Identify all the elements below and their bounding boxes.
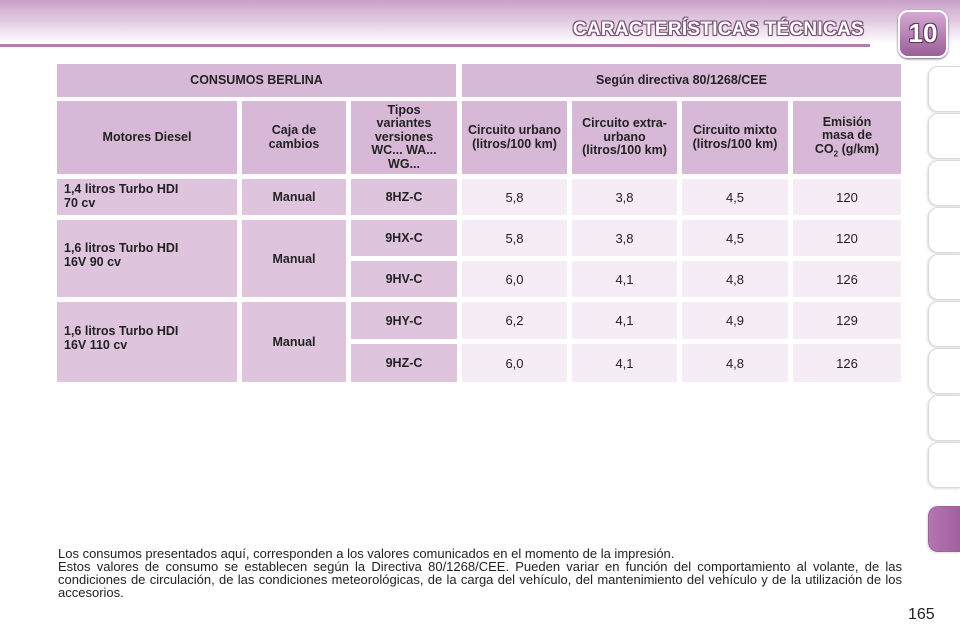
column-header-engine: Motores Diesel [57,101,237,174]
co2-header-line3: CO2 (g/km) [814,141,880,159]
footnote-line-2: Estos valores de consumo se establecen s… [58,559,902,600]
type-cell: 9HX-C [351,220,457,256]
section-tab-2[interactable] [928,113,960,159]
urban-cell: 6,0 [462,344,567,382]
column-header-gearbox: Caja de cambios [242,101,346,174]
extra-urban-cell: 3,8 [572,179,677,215]
section-tab-3[interactable] [928,160,960,206]
section-tab-active[interactable] [928,506,960,552]
mixed-cell: 4,8 [682,344,788,382]
mixed-cell: 4,9 [682,302,788,339]
column-header-type: Tipos variantes versiones WC... WA... WG… [351,101,457,174]
column-header-mixed: Circuito mixto (litros/100 km) [682,101,788,174]
section-tabs [928,66,960,576]
page-title: CARACTERÍSTICAS TÉCNICAS [572,19,864,40]
urban-cell: 6,0 [462,261,567,297]
type-cell: 8HZ-C [351,179,457,215]
section-tab-7[interactable] [928,348,960,394]
type-cell: 9HY-C [351,302,457,339]
co2-cell: 126 [793,344,901,382]
urban-cell: 5,8 [462,179,567,215]
footnote: Los consumos presentados aquí, correspon… [58,547,902,599]
engine-cell: 1,6 litros Turbo HDI 16V 90 cv [57,220,237,297]
mixed-cell: 4,5 [682,179,788,215]
co2-header-line2: masa de [821,128,873,143]
section-tab-8[interactable] [928,395,960,441]
co2-cell: 120 [793,220,901,256]
chapter-badge: 10 [898,10,948,58]
gearbox-cell: Manual [242,179,346,215]
column-header-extra-urban: Circuito extra-urbano (litros/100 km) [572,101,677,174]
section-tab-1[interactable] [928,66,960,112]
engine-cell: 1,6 litros Turbo HDI 16V 110 cv [57,302,237,382]
extra-urban-cell: 4,1 [572,302,677,339]
column-header-urban: Circuito urbano (litros/100 km) [462,101,567,174]
header-band [0,0,960,44]
footnote-line-1: Los consumos presentados aquí, correspon… [58,546,675,561]
extra-urban-cell: 3,8 [572,220,677,256]
co2-header-line1: Emisión [822,114,872,129]
co2-cell: 120 [793,179,901,215]
urban-cell: 5,8 [462,220,567,256]
mixed-cell: 4,8 [682,261,788,297]
table-title-right: Según directiva 80/1268/CEE [462,64,901,97]
section-tab-6[interactable] [928,301,960,347]
type-cell: 9HV-C [351,261,457,297]
header-divider [0,44,870,47]
type-cell: 9HZ-C [351,344,457,382]
co2-cell: 129 [793,302,901,339]
section-tab-4[interactable] [928,207,960,253]
column-header-co2: Emisión masa de CO2 (g/km) [793,101,901,174]
chapter-number: 10 [908,18,938,48]
mixed-cell: 4,5 [682,220,788,256]
table-title-left: CONSUMOS BERLINA [57,64,456,97]
urban-cell: 6,2 [462,302,567,339]
gearbox-cell: Manual [242,220,346,297]
section-tab-9[interactable] [928,442,960,488]
extra-urban-cell: 4,1 [572,261,677,297]
extra-urban-cell: 4,1 [572,344,677,382]
gearbox-cell: Manual [242,302,346,382]
section-tab-5[interactable] [928,254,960,300]
engine-cell: 1,4 litros Turbo HDI 70 cv [57,179,237,215]
co2-cell: 126 [793,261,901,297]
page-number: 165 [908,606,935,623]
